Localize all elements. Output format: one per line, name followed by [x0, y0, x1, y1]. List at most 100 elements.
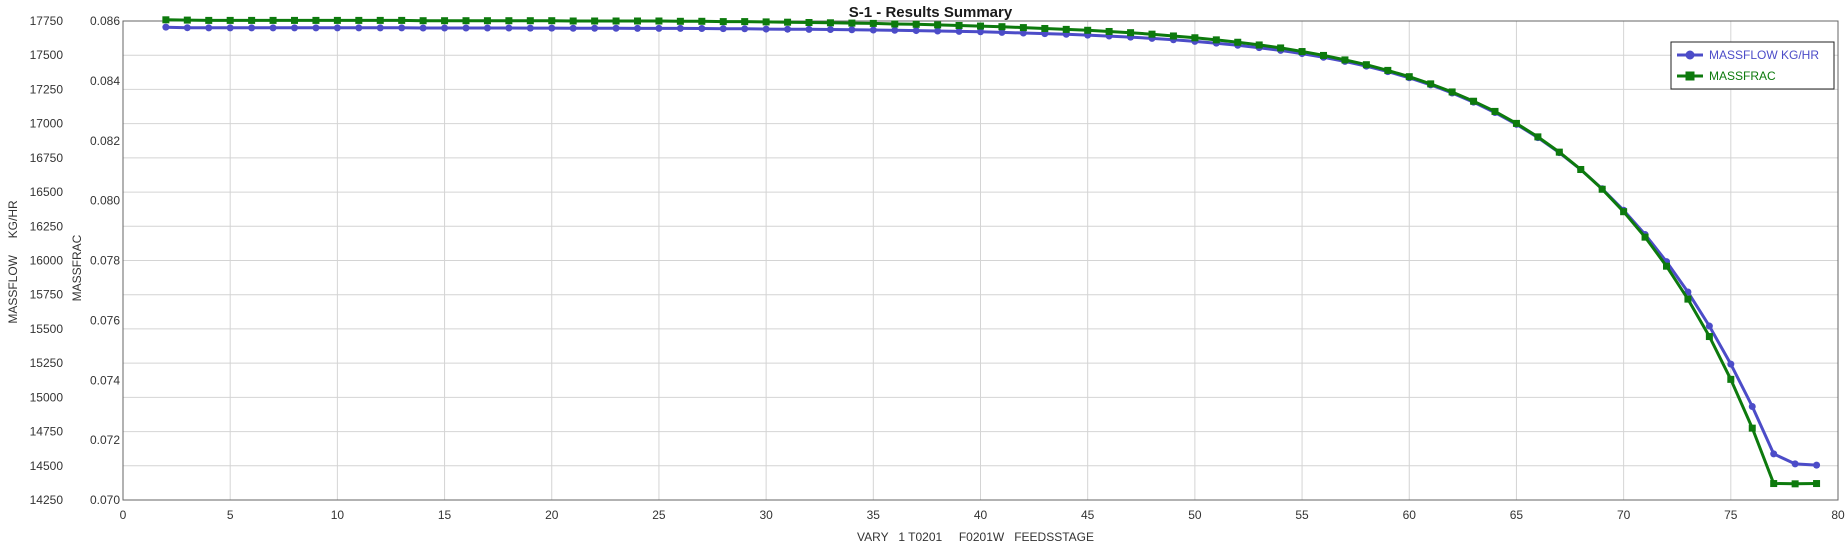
x-tick-label: 75 [1724, 508, 1738, 522]
data-point [869, 19, 877, 27]
data-point [291, 24, 298, 32]
data-point [1641, 233, 1649, 241]
data-point [462, 24, 470, 32]
data-point [1748, 403, 1756, 411]
data-point [912, 20, 920, 28]
data-point [1320, 51, 1327, 59]
data-point [1384, 66, 1392, 74]
x-tick-label: 55 [1295, 508, 1309, 522]
data-point [1555, 148, 1563, 156]
data-point [1534, 133, 1542, 141]
data-point [912, 27, 920, 35]
data-point [762, 18, 770, 26]
data-point [762, 25, 770, 33]
data-point [869, 26, 877, 34]
right-y-tick-label: 0.076 [90, 313, 120, 327]
series-line [165, 25, 1817, 467]
data-point [848, 26, 856, 34]
data-point [398, 24, 406, 32]
data-point [1105, 27, 1113, 35]
data-point [376, 16, 384, 24]
data-point [1791, 480, 1799, 488]
data-point [1191, 34, 1199, 42]
data-point [162, 16, 170, 24]
x-tick-label: 25 [652, 508, 666, 522]
data-point [1684, 295, 1692, 303]
data-point [934, 27, 942, 35]
data-point [698, 17, 706, 25]
x-tick-label: 35 [867, 508, 881, 522]
data-point [526, 24, 534, 32]
x-tick-label: 5 [227, 508, 234, 522]
x-tick-label: 65 [1510, 508, 1524, 522]
legend-item[interactable]: MASSFLOW KG/HR [1677, 48, 1819, 62]
data-point [784, 25, 792, 33]
right-y-axis-label: MASSFRAC [70, 234, 84, 301]
data-point [162, 23, 170, 31]
data-point [1813, 461, 1821, 469]
x-tick-label: 50 [1188, 508, 1202, 522]
data-point [1813, 480, 1821, 488]
data-point [312, 24, 320, 32]
series-line [165, 18, 1817, 486]
data-point [634, 24, 641, 32]
data-point [998, 23, 1006, 31]
right-y-axis-ticks: 0.070 0.072 0.074 0.076 0.078 0.080 0.082 0.084… [90, 14, 120, 507]
data-point [1770, 480, 1778, 488]
left-y-tick-label: 17250 [30, 82, 64, 96]
data-point [741, 18, 749, 26]
left-y-tick-label: 15000 [30, 390, 64, 404]
data-point [934, 21, 942, 29]
data-point [1277, 44, 1285, 52]
legend-marker [1685, 50, 1695, 60]
data-point [462, 17, 470, 25]
data-point [376, 24, 384, 32]
data-point [1620, 208, 1628, 216]
data-point [569, 24, 577, 32]
right-y-tick-label: 0.084 [90, 74, 120, 88]
data-point [1169, 32, 1177, 40]
data-point [612, 24, 620, 32]
x-tick-label: 80 [1831, 508, 1845, 522]
data-point [784, 18, 792, 26]
left-y-tick-label: 16250 [30, 219, 64, 233]
right-y-tick-label: 0.080 [90, 194, 120, 208]
data-point [1512, 119, 1520, 127]
data-point [634, 17, 641, 25]
left-y-tick-label: 16000 [30, 254, 64, 268]
legend[interactable]: MASSFLOW KG/HR MASSFRAC [1670, 41, 1835, 90]
right-y-tick-label: 0.086 [90, 14, 120, 28]
data-point [505, 24, 513, 32]
legend-marker [1685, 71, 1695, 81]
chart-title: S-1 - Results Summary [849, 4, 1013, 21]
data-point [977, 22, 984, 30]
data-point [698, 25, 706, 33]
data-point [1019, 29, 1027, 37]
data-point [655, 17, 663, 25]
left-y-tick-label: 15500 [30, 322, 64, 336]
data-point [333, 24, 341, 32]
data-point [826, 19, 834, 27]
right-y-tick-label: 0.078 [90, 254, 120, 268]
data-point [441, 17, 449, 25]
data-point [312, 16, 320, 24]
legend-item[interactable]: MASSFRAC [1677, 69, 1776, 83]
x-tick-label: 10 [331, 508, 345, 522]
grid-layer [122, 20, 1839, 501]
data-point [955, 27, 963, 35]
data-point [1427, 80, 1435, 88]
data-point [676, 24, 684, 32]
data-point [569, 17, 577, 25]
left-y-tick-label: 16750 [30, 151, 64, 165]
data-point [183, 24, 191, 32]
left-y-axis-label: MASSFLOW KG/HR [6, 200, 20, 324]
left-y-tick-label: 16500 [30, 185, 64, 199]
data-point [1062, 25, 1070, 33]
data-point [226, 16, 234, 24]
data-point [1019, 24, 1027, 32]
data-point [226, 24, 234, 32]
data-point [248, 16, 256, 24]
data-point [805, 18, 813, 26]
data-point [805, 25, 813, 33]
data-point [1598, 185, 1606, 193]
